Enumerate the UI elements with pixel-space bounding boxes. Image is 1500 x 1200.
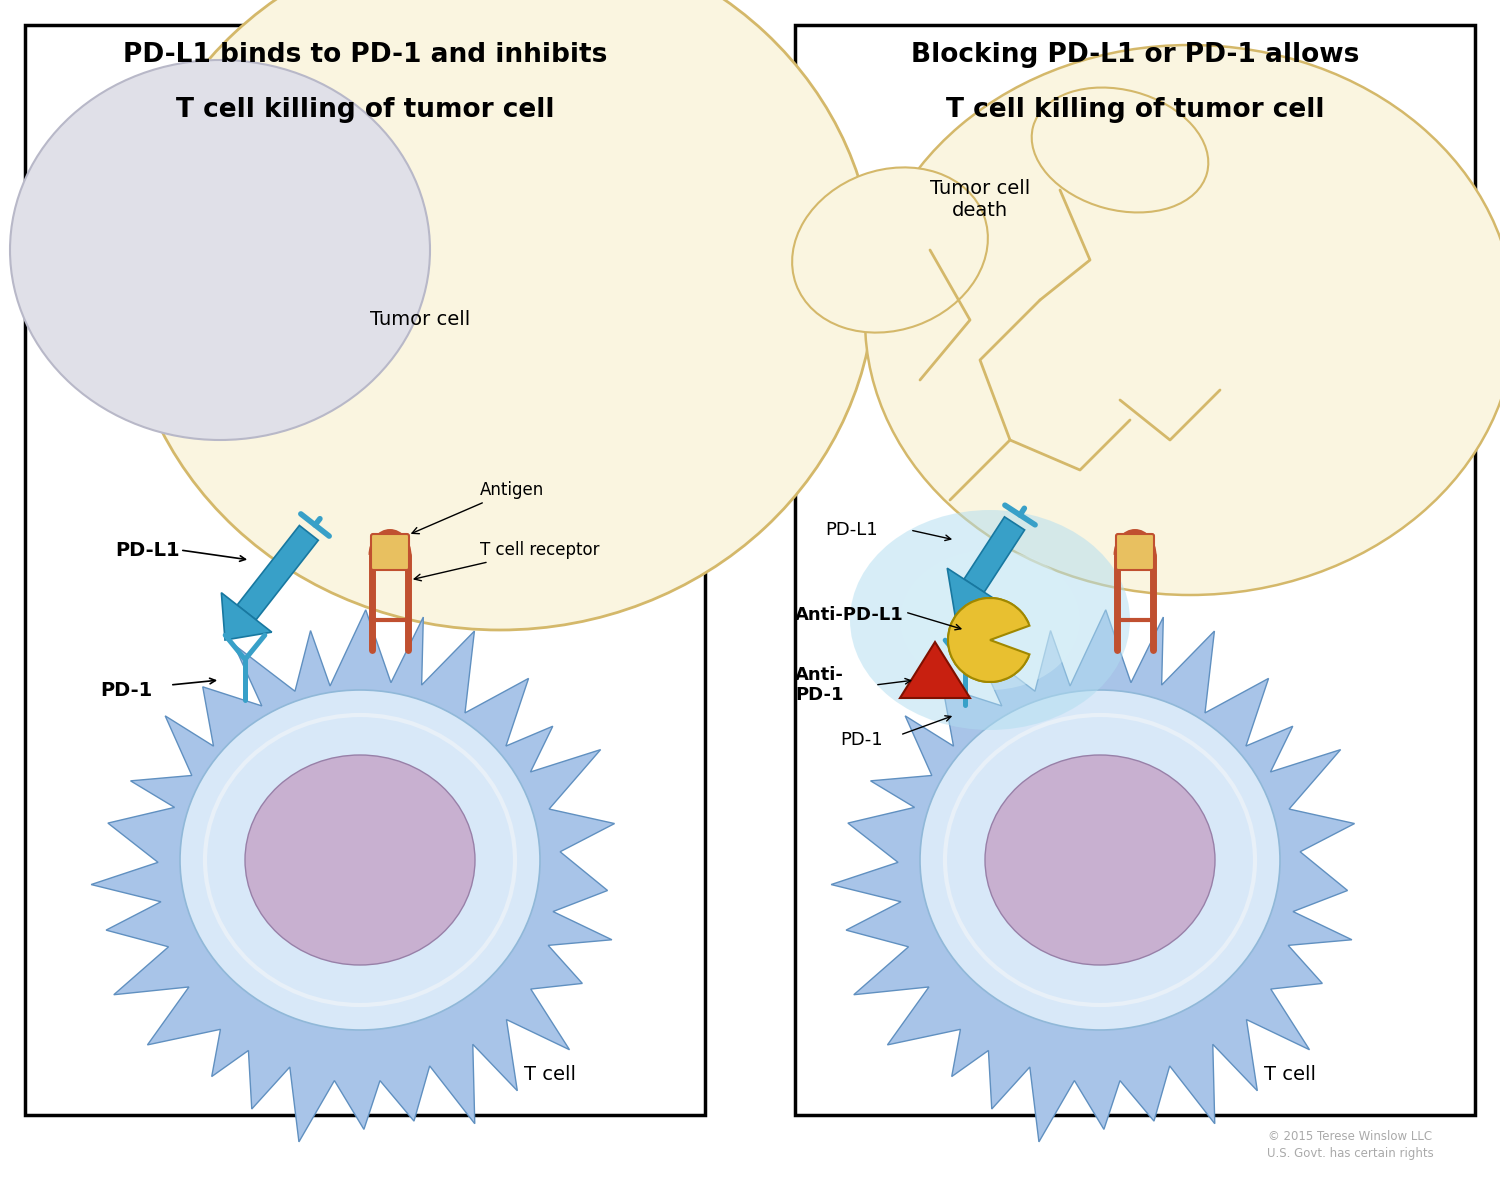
Ellipse shape [865, 44, 1500, 595]
Ellipse shape [850, 510, 1130, 730]
Ellipse shape [792, 168, 988, 332]
Polygon shape [222, 593, 272, 640]
Polygon shape [831, 610, 1354, 1142]
Bar [795, 25, 1474, 1115]
Text: PD-L1: PD-L1 [825, 521, 878, 539]
Text: Tumor cell: Tumor cell [370, 311, 470, 330]
Ellipse shape [244, 755, 476, 965]
Text: Anti-PD-L1: Anti-PD-L1 [795, 606, 903, 624]
Text: PD-1: PD-1 [100, 680, 153, 700]
Ellipse shape [1032, 88, 1209, 212]
Ellipse shape [900, 550, 1080, 690]
Text: T cell receptor: T cell receptor [414, 541, 600, 581]
Text: T cell: T cell [524, 1066, 576, 1085]
Text: Anti-
PD-1: Anti- PD-1 [795, 666, 844, 703]
Ellipse shape [180, 690, 540, 1030]
Wedge shape [948, 598, 1028, 682]
Ellipse shape [10, 60, 430, 440]
FancyBboxPatch shape [1116, 534, 1154, 570]
Text: © 2015 Terese Winslow LLC
U.S. Govt. has certain rights: © 2015 Terese Winslow LLC U.S. Govt. has… [1266, 1130, 1434, 1160]
Text: T cell killing of tumor cell: T cell killing of tumor cell [945, 97, 1324, 122]
Ellipse shape [920, 690, 1280, 1030]
Polygon shape [900, 642, 970, 698]
Text: T cell: T cell [1264, 1066, 1316, 1085]
Polygon shape [92, 610, 615, 1142]
Text: Blocking PD-L1 or PD-1 allows: Blocking PD-L1 or PD-1 allows [910, 42, 1359, 68]
FancyBboxPatch shape [370, 534, 410, 570]
Polygon shape [237, 526, 318, 620]
Text: T cell killing of tumor cell: T cell killing of tumor cell [176, 97, 555, 122]
Polygon shape [964, 517, 1024, 592]
Text: PD-L1 binds to PD-1 and inhibits: PD-L1 binds to PD-1 and inhibits [123, 42, 608, 68]
Text: PD-L1: PD-L1 [116, 540, 180, 559]
Text: Tumor cell
death: Tumor cell death [930, 180, 1030, 221]
Text: Antigen: Antigen [413, 481, 544, 534]
Polygon shape [946, 569, 1000, 614]
Ellipse shape [124, 0, 874, 630]
Bar [26, 25, 705, 1115]
Wedge shape [948, 598, 1029, 682]
Ellipse shape [986, 755, 1215, 965]
Text: PD-1: PD-1 [840, 731, 882, 749]
